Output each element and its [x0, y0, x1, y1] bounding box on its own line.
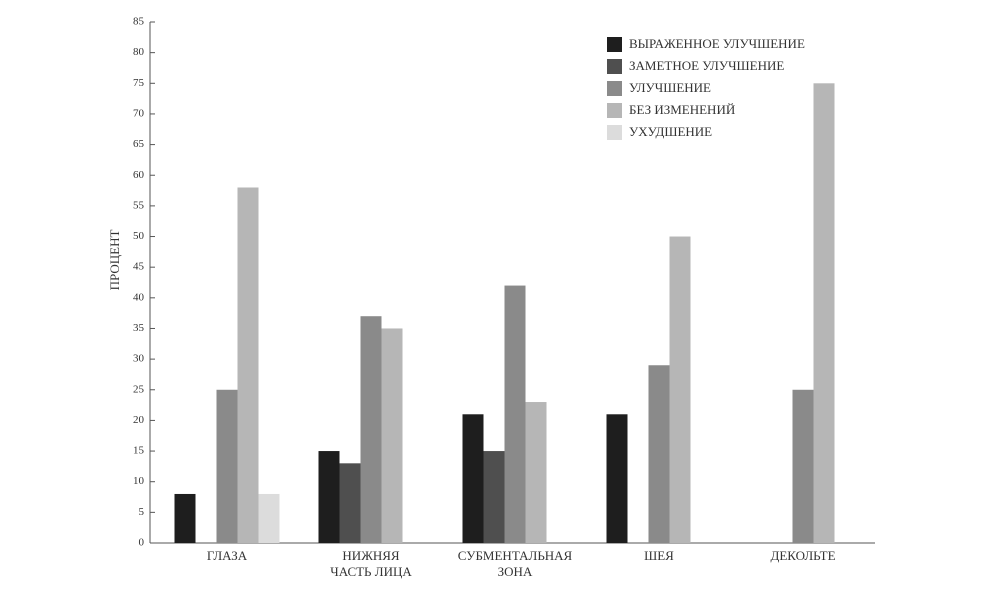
legend-label: БЕЗ ИЗМЕНЕНИЙ [629, 102, 735, 117]
y-tick-label: 60 [133, 169, 145, 181]
legend-swatch [607, 37, 622, 52]
y-tick-label: 50 [133, 230, 145, 242]
y-tick-label: 45 [133, 261, 145, 273]
y-tick-label: 40 [133, 291, 145, 303]
bar [504, 285, 526, 543]
x-tick-label: ГЛАЗА [206, 548, 248, 563]
x-tick-label: НИЖНЯЯ ЧАСТЬ ЛИЦА [330, 548, 412, 579]
legend-swatch [607, 125, 622, 140]
bar [381, 328, 403, 543]
bar [525, 402, 547, 543]
y-tick-label: 85 [133, 16, 145, 28]
x-tick-label: СУБМЕНТАЛЬНАЯ ЗОНА [457, 548, 573, 579]
legend-swatch [607, 81, 622, 96]
bar [462, 414, 484, 543]
legend-label: УЛУЧШЕНИЕ [629, 80, 711, 95]
bar [648, 365, 670, 543]
bar [237, 187, 259, 543]
y-tick-label: 0 [139, 537, 145, 549]
y-tick-label: 35 [133, 322, 145, 334]
y-tick-label: 25 [133, 383, 145, 395]
bar [258, 493, 280, 543]
y-tick-label: 10 [133, 475, 145, 487]
y-tick-label: 30 [133, 353, 145, 365]
legend-label: ВЫРАЖЕННОЕ УЛУЧШЕНИЕ [629, 36, 805, 51]
bar [216, 389, 238, 543]
x-tick-label: ШЕЯ [644, 548, 674, 563]
legend-label: ЗАМЕТНОЕ УЛУЧШЕНИЕ [629, 58, 784, 73]
legend-swatch [607, 59, 622, 74]
y-tick-label: 65 [133, 138, 145, 150]
bar [792, 389, 814, 543]
bar [318, 451, 340, 543]
y-tick-label: 80 [133, 46, 145, 58]
bar [669, 236, 691, 543]
bar [174, 493, 196, 543]
y-tick-label: 75 [133, 77, 145, 89]
bar [813, 83, 835, 543]
y-tick-label: 5 [139, 506, 145, 518]
bar [606, 414, 628, 543]
y-tick-label: 20 [133, 414, 145, 426]
y-tick-label: 15 [133, 445, 145, 457]
legend-label: УХУДШЕНИЕ [629, 124, 712, 139]
x-tick-label: ДЕКОЛЬТЕ [770, 548, 836, 563]
legend-swatch [607, 103, 622, 118]
bar [360, 316, 382, 543]
bar [339, 463, 361, 543]
y-tick-label: 55 [133, 199, 145, 211]
bar [483, 451, 505, 543]
y-tick-label: 70 [133, 107, 145, 119]
y-axis-title: ПРОЦЕНТ [107, 230, 122, 291]
